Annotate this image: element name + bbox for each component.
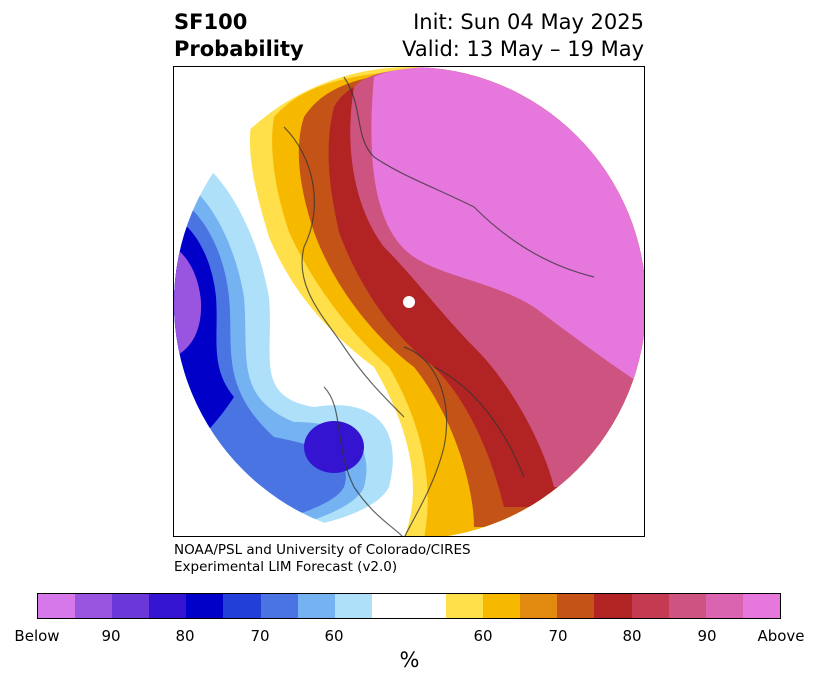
probability-map <box>174 67 644 536</box>
above-shading-max <box>371 67 644 387</box>
colorbar-segment <box>742 594 780 618</box>
colorbar-segment <box>149 594 187 618</box>
credit-line-1: NOAA/PSL and University of Colorado/CIRE… <box>174 542 471 558</box>
colorbar-tick-label: 90 <box>697 627 717 645</box>
colorbar-ticks: Below 90 80 70 60 60 70 80 90 Above <box>14 627 804 647</box>
title-line-1: SF100 <box>174 10 248 34</box>
colorbar-segment <box>260 594 298 618</box>
colorbar-unit: % <box>399 648 420 672</box>
below-shading-max <box>174 247 202 357</box>
title: SF100 Probability <box>174 9 304 63</box>
colorbar-segment <box>334 594 372 618</box>
colorbar-segment <box>75 594 113 618</box>
below-cell-west <box>304 421 364 473</box>
init-date: Init: Sun 04 May 2025 <box>413 10 644 34</box>
colorbar-tick-label: 80 <box>175 627 195 645</box>
forecast-dates: Init: Sun 04 May 2025 Valid: 13 May – 19… <box>402 9 644 63</box>
colorbar-segment <box>594 594 632 618</box>
colorbar-tick-label: Above <box>757 627 805 645</box>
colorbar <box>37 593 781 619</box>
colorbar-segment <box>186 594 224 618</box>
title-line-2: Probability <box>174 37 304 61</box>
credit-line-2: Experimental LIM Forecast (v2.0) <box>174 559 398 575</box>
colorbar-segment <box>631 594 669 618</box>
valid-dates: Valid: 13 May – 19 May <box>402 37 644 61</box>
colorbar-tick-label: 70 <box>250 627 270 645</box>
colorbar-tick-label: 60 <box>473 627 493 645</box>
colorbar-segment <box>705 594 743 618</box>
colorbar-tick-label: Below <box>14 627 60 645</box>
colorbar-tick-label: 90 <box>101 627 121 645</box>
pole-marker <box>403 296 415 308</box>
colorbar-segment <box>557 594 595 618</box>
colorbar-segment <box>223 594 261 618</box>
colorbar-segment <box>371 594 447 618</box>
colorbar-segment <box>297 594 335 618</box>
map-disk <box>174 67 644 536</box>
colorbar-segment <box>483 594 521 618</box>
colorbar-tick-label: 60 <box>324 627 344 645</box>
credit: NOAA/PSL and University of Colorado/CIRE… <box>174 542 471 576</box>
colorbar-tick-label: 70 <box>548 627 568 645</box>
map-panel <box>173 66 645 537</box>
colorbar-segment <box>112 594 150 618</box>
colorbar-segment <box>520 594 558 618</box>
colorbar-tick-label: 80 <box>622 627 642 645</box>
colorbar-segment <box>38 594 76 618</box>
colorbar-segment <box>446 594 484 618</box>
coastlines <box>283 76 595 536</box>
colorbar-segment <box>668 594 706 618</box>
